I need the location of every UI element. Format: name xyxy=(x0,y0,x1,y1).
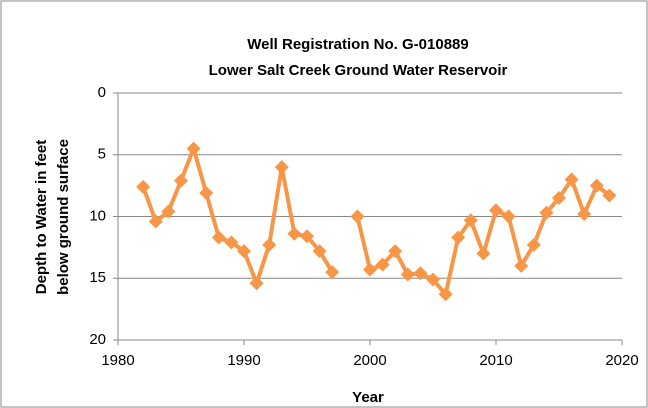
data-point xyxy=(400,267,415,282)
data-point xyxy=(451,230,466,245)
y-tick-label: 10 xyxy=(89,207,106,224)
y-axis-label: Depth to Water in feet xyxy=(33,140,50,294)
data-point xyxy=(602,188,617,203)
data-point xyxy=(186,141,201,156)
data-point xyxy=(552,190,566,205)
data-point xyxy=(174,173,188,188)
y-tick-label: 20 xyxy=(89,331,106,348)
data-point xyxy=(413,266,428,281)
data-point xyxy=(312,244,327,259)
data-point xyxy=(426,272,440,287)
data-point xyxy=(249,276,264,291)
x-tick-label: 1990 xyxy=(227,352,260,369)
data-point xyxy=(489,203,503,218)
y-axis-label: below ground surface xyxy=(55,139,72,295)
data-point xyxy=(375,257,390,272)
chart-title: Well Registration No. G-010889 xyxy=(247,36,468,53)
data-point xyxy=(363,262,377,277)
data-point xyxy=(438,287,453,302)
data-point xyxy=(514,258,529,273)
data-point xyxy=(161,204,176,219)
data-point xyxy=(564,172,579,187)
y-tick-label: 15 xyxy=(89,269,106,286)
data-point xyxy=(526,237,541,252)
data-point xyxy=(199,186,214,201)
data-point xyxy=(589,178,604,193)
data-point xyxy=(224,235,239,250)
x-axis-label: Year xyxy=(352,389,384,406)
data-point xyxy=(539,205,554,220)
data-point xyxy=(350,209,365,224)
data-point xyxy=(148,214,163,229)
data-point xyxy=(274,160,289,175)
data-point xyxy=(237,244,251,259)
data-point xyxy=(463,213,478,228)
y-tick-label: 5 xyxy=(98,146,106,163)
data-point xyxy=(136,179,151,194)
data-point xyxy=(300,229,314,244)
data-point xyxy=(577,207,592,222)
x-tick-label: 1980 xyxy=(101,352,134,369)
chart-title: Lower Salt Creek Ground Water Reservoir xyxy=(209,62,508,79)
data-point xyxy=(501,209,516,224)
data-point xyxy=(388,244,403,259)
data-point xyxy=(262,237,277,252)
data-point xyxy=(287,226,302,241)
data-point xyxy=(476,246,491,261)
data-point xyxy=(211,230,226,245)
x-tick-label: 2000 xyxy=(353,352,386,369)
data-point xyxy=(325,265,340,280)
x-tick-label: 2020 xyxy=(605,352,638,369)
y-tick-label: 0 xyxy=(98,84,106,101)
x-tick-label: 2010 xyxy=(479,352,512,369)
